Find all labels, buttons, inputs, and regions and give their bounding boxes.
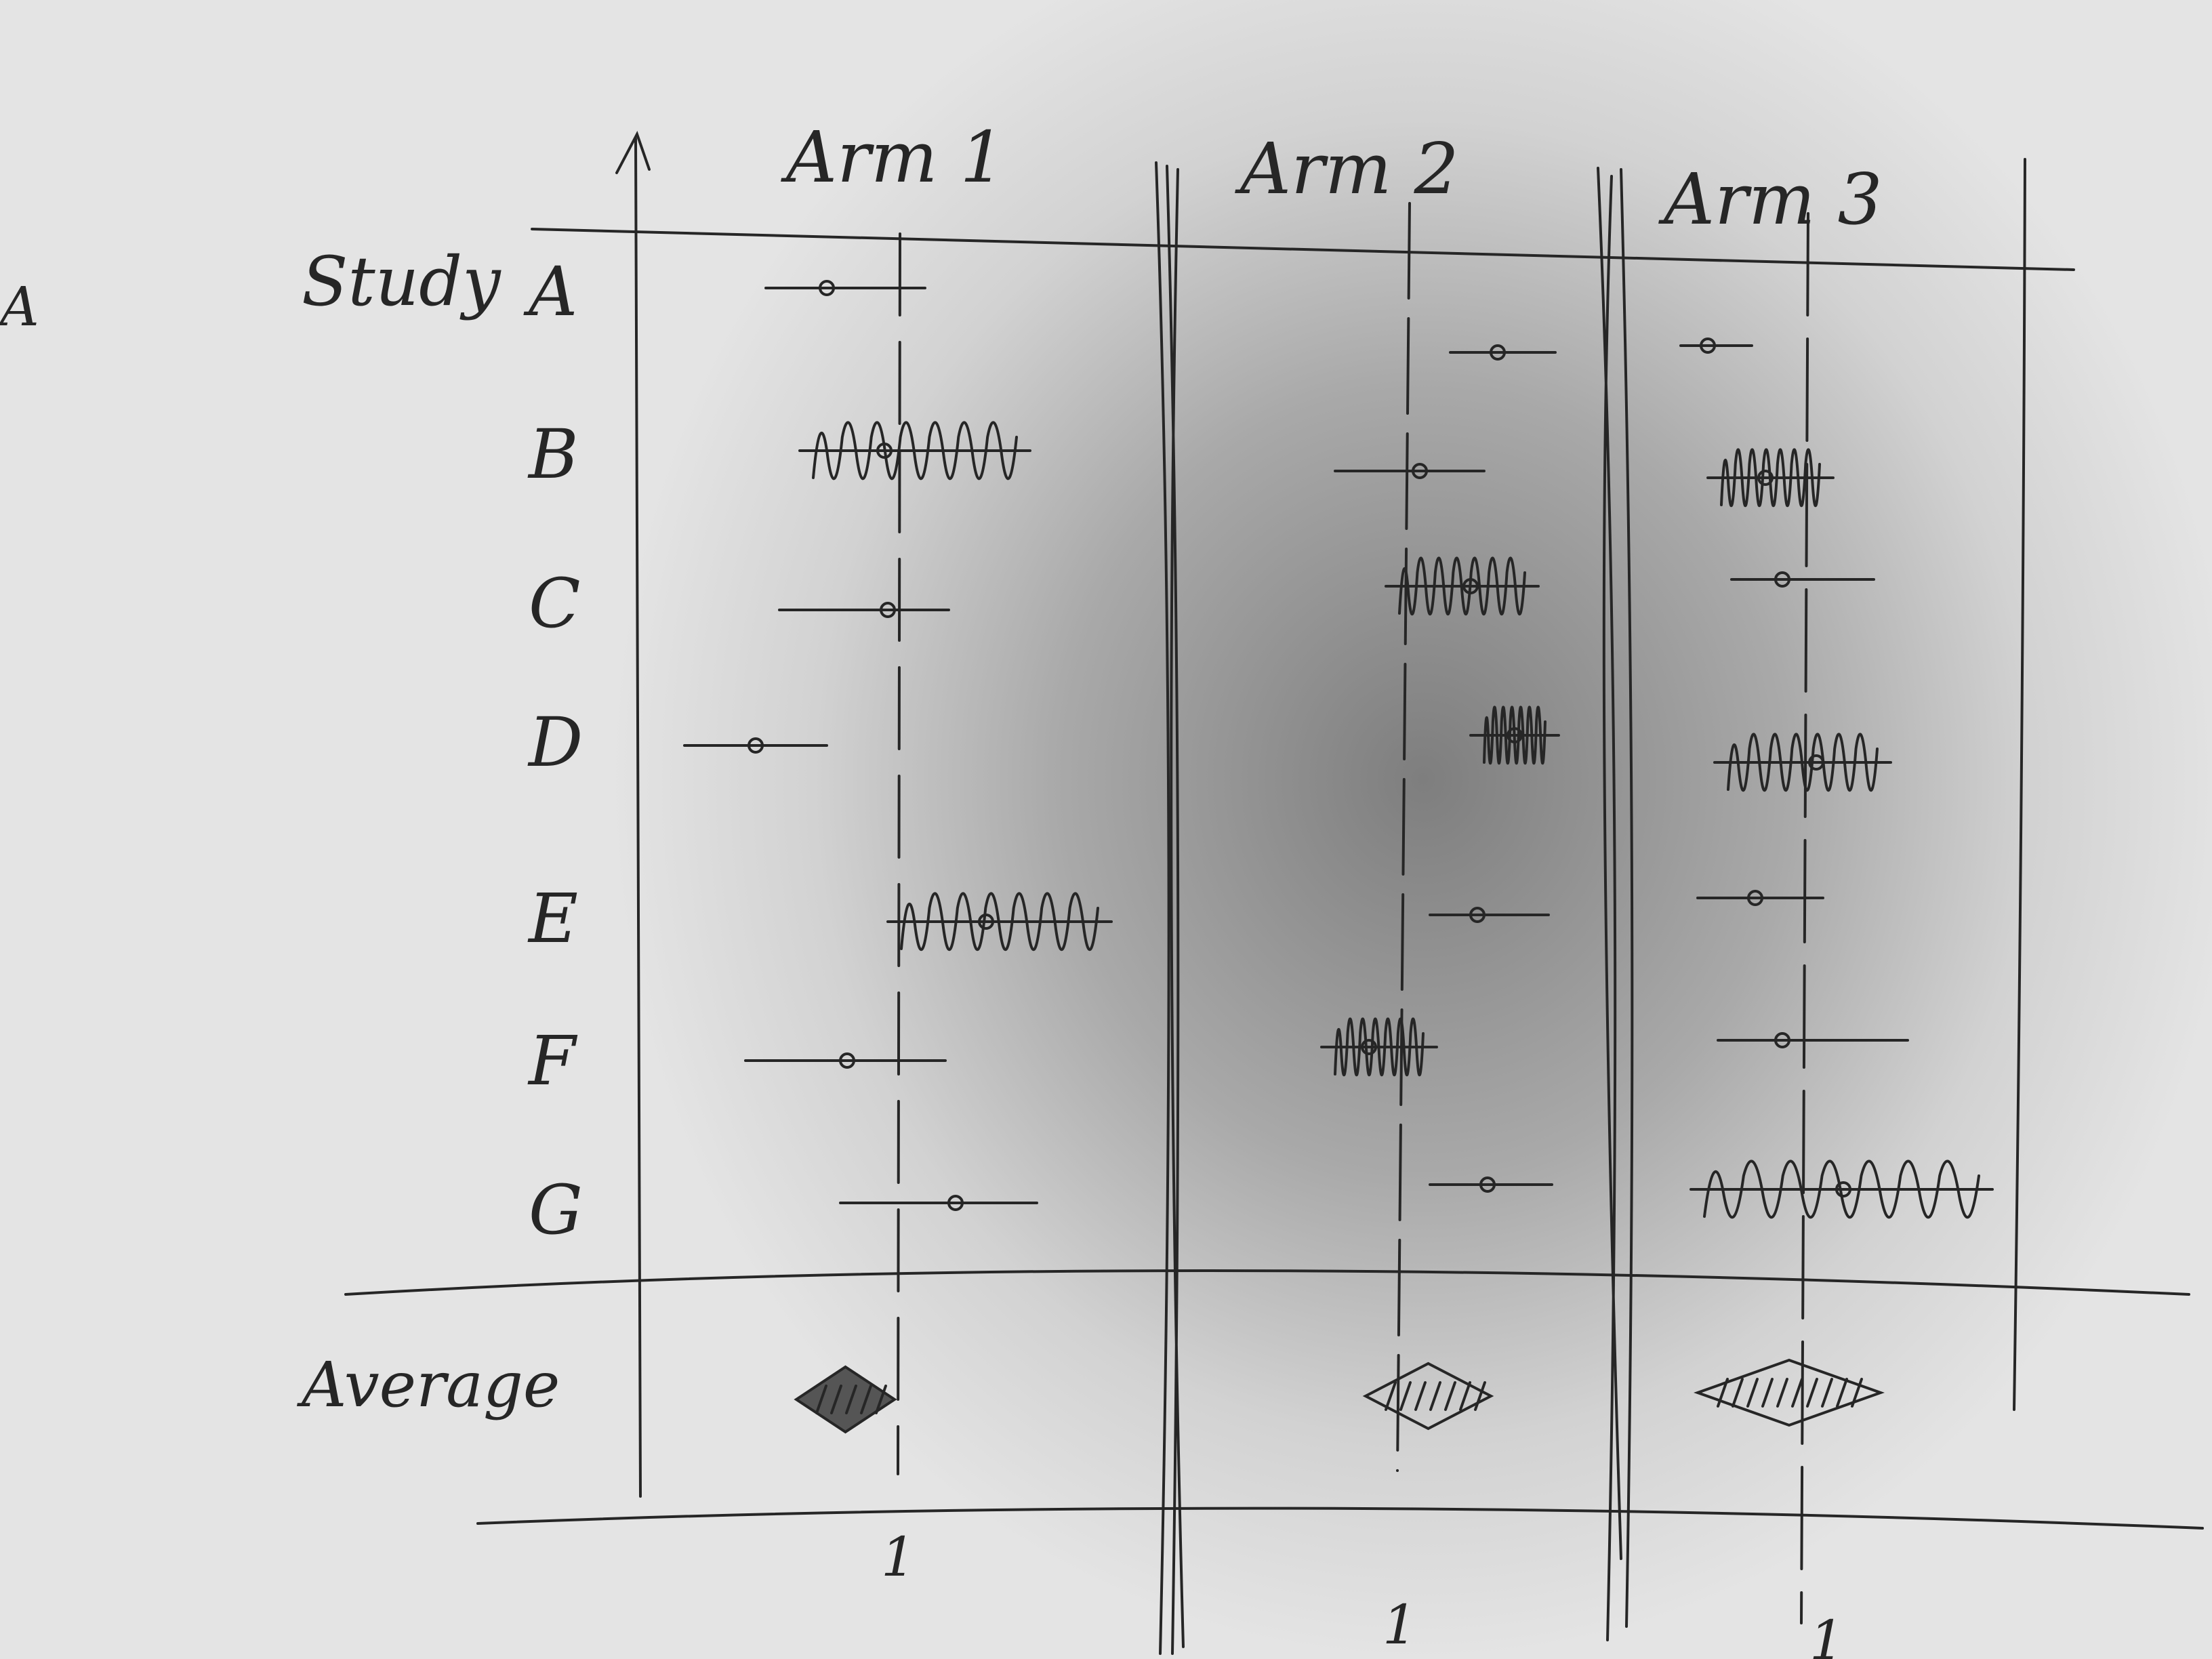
- study-label-b: B: [527, 415, 579, 494]
- interval-mark-arm3-study-d: [1713, 733, 1892, 792]
- average-diamond-arm-2: [1362, 1361, 1494, 1431]
- point-estimate: [1774, 1032, 1790, 1048]
- interval-mark-arm2-study-b: [1334, 463, 1486, 479]
- study-label-d: D: [527, 703, 583, 782]
- interval-mark-arm1-study-b: [798, 421, 1031, 480]
- study-label-e: E: [527, 879, 578, 958]
- interval-mark-arm3-study-f: [1717, 1032, 1909, 1048]
- diamond-hatching: [1385, 1381, 1486, 1411]
- arm-separator-2: [1597, 167, 1634, 1641]
- reference-value-arm-3: 1: [1809, 1609, 1844, 1659]
- average-label: Average: [296, 1349, 560, 1421]
- point-estimate: [839, 1052, 855, 1069]
- interval-mark-arm1-study-c: [778, 602, 950, 618]
- y-axis: [615, 130, 651, 1498]
- reference-value-arm-2: 1: [1382, 1593, 1417, 1656]
- interval-mark-arm3-study-g: [1689, 1160, 1994, 1219]
- interval-mark-arm3-study-a: [1679, 337, 1753, 354]
- interval-mark-arm1-study-g: [839, 1195, 1038, 1211]
- interval-mark-arm3-study-c: [1730, 571, 1875, 588]
- interval-mark-arm3-study-b: [1706, 448, 1835, 508]
- interval-mark-arm1-study-d: [683, 737, 828, 754]
- point-estimate: [1774, 571, 1790, 588]
- point-estimate: [947, 1195, 964, 1211]
- reference-line-arm-2: [1396, 202, 1411, 1472]
- interval-mark-arm2-study-e: [1429, 907, 1550, 923]
- crossed-out-scribble: [1720, 448, 1821, 508]
- point-estimate: [1412, 463, 1428, 479]
- interval-mark-arm2-study-g: [1429, 1176, 1553, 1193]
- margin-mark: A: [0, 275, 39, 338]
- reference-line-arm-3: [1800, 212, 1809, 1624]
- study-label-a: A: [523, 252, 577, 331]
- reference-line-arm-1: [897, 232, 901, 1475]
- point-estimate: [1361, 1039, 1377, 1055]
- arm-2-label: Arm 2: [1235, 127, 1459, 210]
- point-estimate: [1700, 337, 1716, 354]
- interval-mark-arm2-study-a: [1449, 344, 1557, 361]
- average-divider-rule: [344, 1269, 2190, 1296]
- interval-mark-arm1-study-a: [764, 280, 926, 296]
- crossed-out-scribble: [812, 421, 1018, 480]
- crossed-out-scribble: [1398, 556, 1526, 616]
- study-label-f: F: [527, 1021, 578, 1101]
- interval-mark-arm2-study-c: [1385, 556, 1540, 616]
- point-estimate: [1479, 1176, 1496, 1193]
- crossed-out-scribble: [1727, 733, 1879, 792]
- interval-mark-arm2-study-f: [1320, 1017, 1438, 1077]
- point-estimate: [1747, 890, 1763, 906]
- point-estimate: [819, 280, 835, 296]
- point-estimate: [1469, 907, 1486, 923]
- interval-mark-arm3-study-e: [1696, 890, 1824, 906]
- study-label-g: G: [529, 1170, 583, 1250]
- point-estimate: [1835, 1181, 1851, 1197]
- study-header: Study: [302, 242, 501, 321]
- interval-mark-arm1-study-e: [886, 892, 1113, 951]
- arm-1-label: Arm 1: [781, 116, 1005, 199]
- bottom-rule: [476, 1507, 2204, 1530]
- average-diamond-arm-3: [1694, 1358, 1885, 1427]
- crossed-out-scribble: [1334, 1017, 1425, 1077]
- crossed-out-scribble: [1483, 705, 1547, 765]
- arm-separator-1: [1155, 161, 1185, 1655]
- point-estimate: [1490, 344, 1506, 361]
- point-estimate: [747, 737, 764, 754]
- diamond-hatching: [815, 1385, 887, 1414]
- average-diamond-arm-1: [794, 1365, 897, 1434]
- right-border: [2013, 158, 2026, 1411]
- interval-mark-arm2-study-d: [1469, 705, 1560, 765]
- arm-3-label: Arm 3: [1658, 158, 1883, 241]
- crossed-out-scribble: [1703, 1160, 1980, 1219]
- diamond-hatching: [1717, 1378, 1863, 1408]
- interval-mark-arm1-study-f: [744, 1052, 947, 1069]
- crossed-out-scribble: [900, 892, 1099, 951]
- point-estimate: [880, 602, 896, 618]
- study-label-c: C: [529, 564, 581, 643]
- reference-value-arm-1: 1: [881, 1525, 916, 1589]
- point-estimate: [1757, 470, 1774, 486]
